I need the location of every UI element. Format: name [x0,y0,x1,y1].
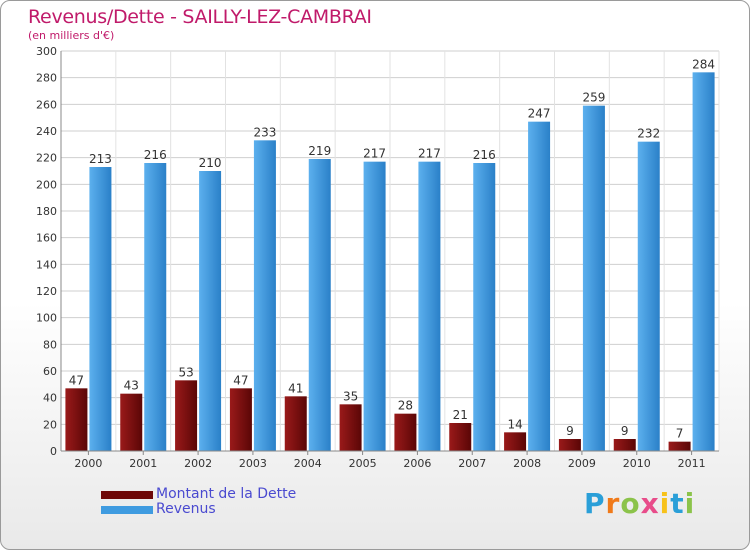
y-tick-label: 140 [36,258,57,271]
logo-letter: i [684,487,696,520]
legend-swatch-revenus [101,506,153,514]
chart-title: Revenus/Dette - SAILLY-LEZ-CAMBRAI [28,6,372,28]
y-tick-label: 20 [43,418,57,431]
x-tick-label: 2010 [623,457,651,470]
data-label-revenus: 284 [692,57,715,71]
bar-debt [175,380,198,451]
data-label-debt: 35 [343,389,358,403]
legend-label-revenus: Revenus [156,501,216,517]
bar-debt [449,423,472,451]
bar-debt [229,388,252,451]
data-label-revenus: 247 [528,107,551,121]
y-tick-label: 100 [36,312,57,325]
x-tick-label: 2005 [349,457,377,470]
y-tick-label: 300 [36,45,57,58]
bar-debt [394,413,417,451]
data-label-revenus: 232 [637,127,660,141]
bar-debt [339,404,362,451]
data-label-revenus: 216 [473,148,496,162]
bar-revenus [308,159,331,451]
data-label-debt: 14 [507,417,522,431]
y-tick-label: 220 [36,152,57,165]
chart-subtitle: (en milliers d'€) [28,29,115,42]
x-tick-label: 2011 [678,457,706,470]
data-label-debt: 21 [453,408,468,422]
data-label-revenus: 216 [144,148,167,162]
bar-revenus [199,171,222,451]
bar-debt [120,393,143,451]
proxiti-logo: Proxiti [584,487,695,520]
data-label-debt: 7 [676,427,684,441]
bar-debt [668,441,691,451]
logo-letter: t [670,487,685,520]
bar-revenus [692,72,715,451]
data-label-debt: 47 [69,373,84,387]
data-label-debt: 28 [398,399,413,413]
y-tick-label: 240 [36,125,57,138]
bar-revenus [582,105,605,452]
bar-debt [504,432,527,451]
bar-revenus [144,163,167,451]
y-tick-label: 80 [43,338,57,351]
x-tick-label: 2004 [294,457,322,470]
x-tick-label: 2001 [129,457,157,470]
bar-revenus [253,140,276,452]
data-label-revenus: 217 [363,147,386,161]
x-tick-label: 2002 [184,457,212,470]
y-tick-label: 40 [43,392,57,405]
y-tick-label: 60 [43,365,57,378]
y-tick-label: 200 [36,178,57,191]
bar-revenus [89,167,112,451]
data-label-revenus: 217 [418,147,441,161]
x-tick-label: 2009 [568,457,596,470]
bar-debt [613,439,636,451]
logo-letter: o [620,487,641,520]
x-tick-label: 2007 [458,457,486,470]
data-label-debt: 53 [178,365,193,379]
logo-letter: P [584,487,606,520]
data-label-revenus: 259 [582,91,605,105]
x-tick-label: 2003 [239,457,267,470]
bar-revenus [418,161,441,451]
logo-letter: r [605,487,621,520]
bar-debt [284,396,307,451]
data-label-revenus: 210 [199,156,222,170]
bar-revenus [528,121,551,452]
bar-debt [65,388,88,451]
x-tick-label: 2008 [513,457,541,470]
data-label-debt: 9 [566,424,574,438]
bar-revenus [473,163,496,451]
legend-label-debt: Montant de la Dette [156,486,297,502]
x-tick-label: 2006 [403,457,431,470]
data-label-revenus: 233 [253,125,276,139]
data-label-debt: 41 [288,381,303,395]
y-tick-label: 180 [36,205,57,218]
y-tick-label: 120 [36,285,57,298]
data-label-revenus: 219 [308,144,331,158]
y-tick-label: 160 [36,232,57,245]
bar-revenus [363,161,386,451]
logo-letter: x [640,487,660,520]
y-tick-label: 280 [36,72,57,85]
data-label-revenus: 213 [89,152,112,166]
bar-revenus [637,141,660,451]
y-tick-label: 0 [50,445,57,458]
x-tick-label: 2000 [74,457,102,470]
logo-letter: i [659,487,671,520]
y-tick-label: 260 [36,98,57,111]
data-label-debt: 47 [233,373,248,387]
data-label-debt: 9 [621,424,629,438]
legend-swatch-debt [101,491,153,499]
bar-debt [558,439,581,451]
data-label-debt: 43 [124,379,139,393]
